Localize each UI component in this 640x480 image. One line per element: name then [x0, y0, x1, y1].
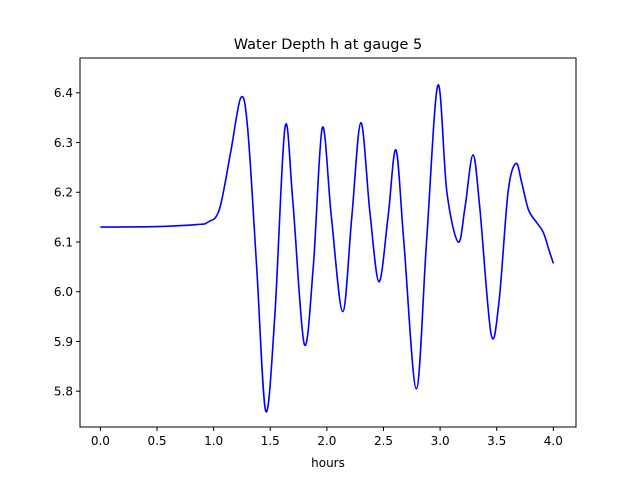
x-axis: 0.0 0.5 1.0 1.5 2.0 2.5 3.0 3.5 4.0 [91, 427, 563, 448]
x-tick-label: 0.5 [147, 434, 166, 448]
x-axis-label: hours [311, 456, 345, 470]
y-tick-label: 5.9 [54, 335, 73, 349]
series-line-0 [100, 84, 555, 413]
x-tick-label: 3.0 [431, 434, 450, 448]
x-tick-label: 2.0 [317, 434, 336, 448]
y-tick-label: 6.1 [54, 235, 73, 249]
y-tick-label: 6.2 [54, 186, 73, 200]
plot-area [100, 84, 555, 413]
y-tick-label: 5.8 [54, 384, 73, 398]
axes-frame [79, 57, 577, 428]
x-tick-label: 4.0 [544, 434, 563, 448]
x-tick-label: 1.0 [204, 434, 223, 448]
x-tick-label: 2.5 [374, 434, 393, 448]
y-tick-label: 6.0 [54, 285, 73, 299]
x-tick-label: 1.5 [261, 434, 280, 448]
y-axis: 5.8 5.9 6.0 6.1 6.2 6.3 6.4 [54, 86, 80, 398]
x-tick-label: 0.0 [91, 434, 110, 448]
x-tick-label: 3.5 [487, 434, 506, 448]
y-tick-label: 6.4 [54, 86, 73, 100]
y-tick-label: 6.3 [54, 136, 73, 150]
chart-title: Water Depth h at gauge 5 [234, 37, 422, 53]
